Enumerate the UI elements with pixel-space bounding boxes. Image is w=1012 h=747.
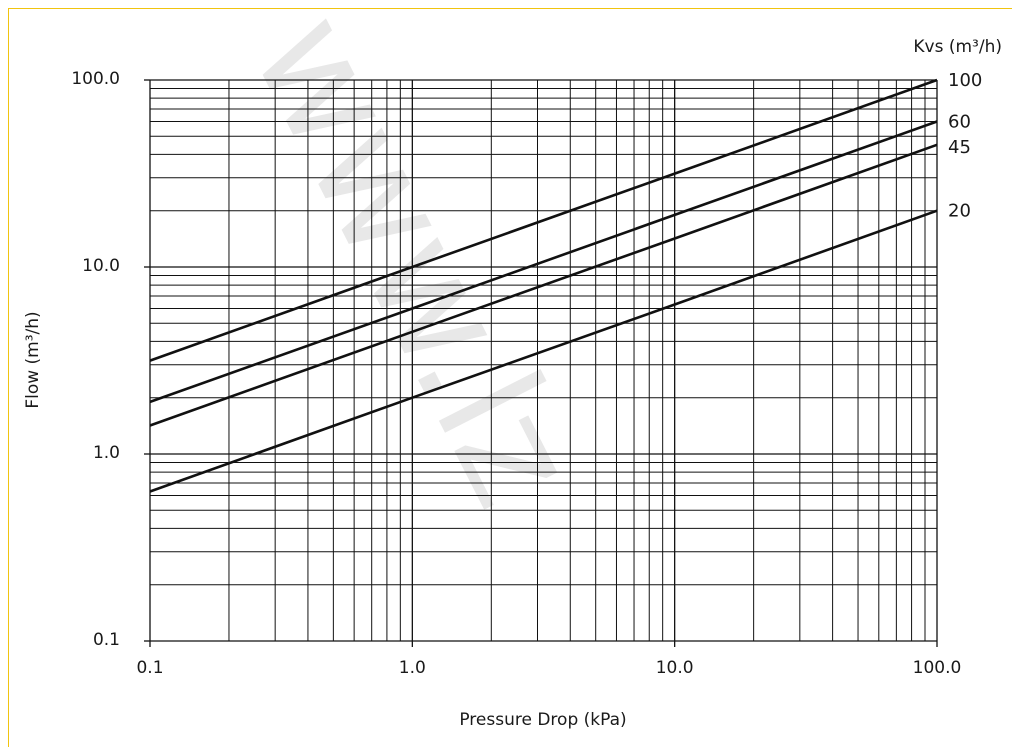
series-label-kvs-60: 60 bbox=[948, 111, 971, 132]
grid bbox=[144, 79, 938, 647]
y-tick-label: 10.0 bbox=[82, 256, 120, 276]
series-line-kvs-20 bbox=[149, 209, 938, 493]
series-line-kvs-100 bbox=[149, 78, 938, 362]
y-tick-label: 1.0 bbox=[93, 443, 120, 463]
series-labels: 100 60 45 20 bbox=[948, 70, 982, 222]
chart-frame bbox=[8, 8, 1012, 747]
legend-title: Kvs (m³/h) bbox=[913, 37, 1002, 57]
y-tick-labels: 0.1 1.0 10.0 100.0 bbox=[71, 69, 120, 650]
series-lines bbox=[149, 78, 938, 493]
y-tick-label: 0.1 bbox=[93, 630, 120, 650]
series-label-kvs-20: 20 bbox=[948, 201, 971, 222]
x-tick-label: 1.0 bbox=[399, 658, 426, 678]
y-tick-label: 100.0 bbox=[71, 69, 120, 89]
x-axis-label: Pressure Drop (kPa) bbox=[459, 710, 626, 730]
x-tick-label: 100.0 bbox=[913, 658, 962, 678]
x-tick-label: 0.1 bbox=[136, 658, 163, 678]
series-line-kvs-60 bbox=[149, 120, 938, 404]
y-axis-label: Flow (m³/h) bbox=[23, 311, 43, 408]
series-label-kvs-45: 45 bbox=[948, 137, 971, 158]
series-line-kvs-45 bbox=[149, 143, 938, 427]
x-tick-labels: 0.1 1.0 10.0 100.0 bbox=[136, 658, 961, 678]
series-label-kvs-100: 100 bbox=[948, 70, 982, 91]
x-tick-label: 10.0 bbox=[656, 658, 694, 678]
